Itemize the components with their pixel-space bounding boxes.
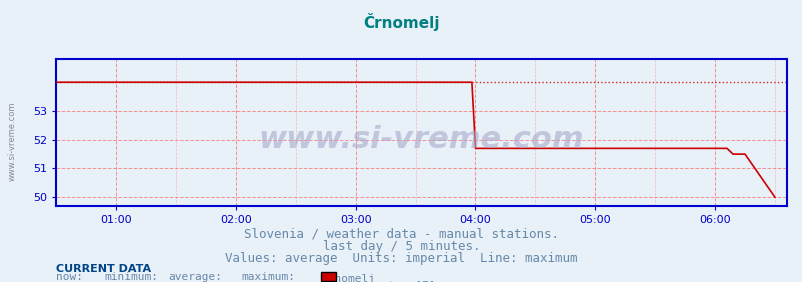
- Text: www.si-vreme.com: www.si-vreme.com: [258, 125, 584, 154]
- Text: 50: 50: [104, 281, 119, 282]
- Text: CURRENT DATA: CURRENT DATA: [56, 264, 151, 274]
- Text: Values: average  Units: imperial  Line: maximum: Values: average Units: imperial Line: ma…: [225, 252, 577, 265]
- Text: 50: 50: [56, 281, 71, 282]
- Text: maximum:: maximum:: [241, 272, 294, 282]
- Text: minimum:: minimum:: [104, 272, 158, 282]
- Text: 54: 54: [241, 281, 256, 282]
- Text: now:: now:: [56, 272, 83, 282]
- Text: Črnomelj: Črnomelj: [363, 13, 439, 31]
- Text: Črnomelj: Črnomelj: [321, 272, 375, 282]
- Text: Slovenia / weather data - manual stations.: Slovenia / weather data - manual station…: [244, 227, 558, 240]
- Text: 53: 53: [168, 281, 184, 282]
- Text: average:: average:: [168, 272, 222, 282]
- Text: last day / 5 minutes.: last day / 5 minutes.: [322, 240, 480, 253]
- Text: temperature[F]: temperature[F]: [341, 281, 435, 282]
- Text: www.si-vreme.com: www.si-vreme.com: [7, 101, 17, 181]
